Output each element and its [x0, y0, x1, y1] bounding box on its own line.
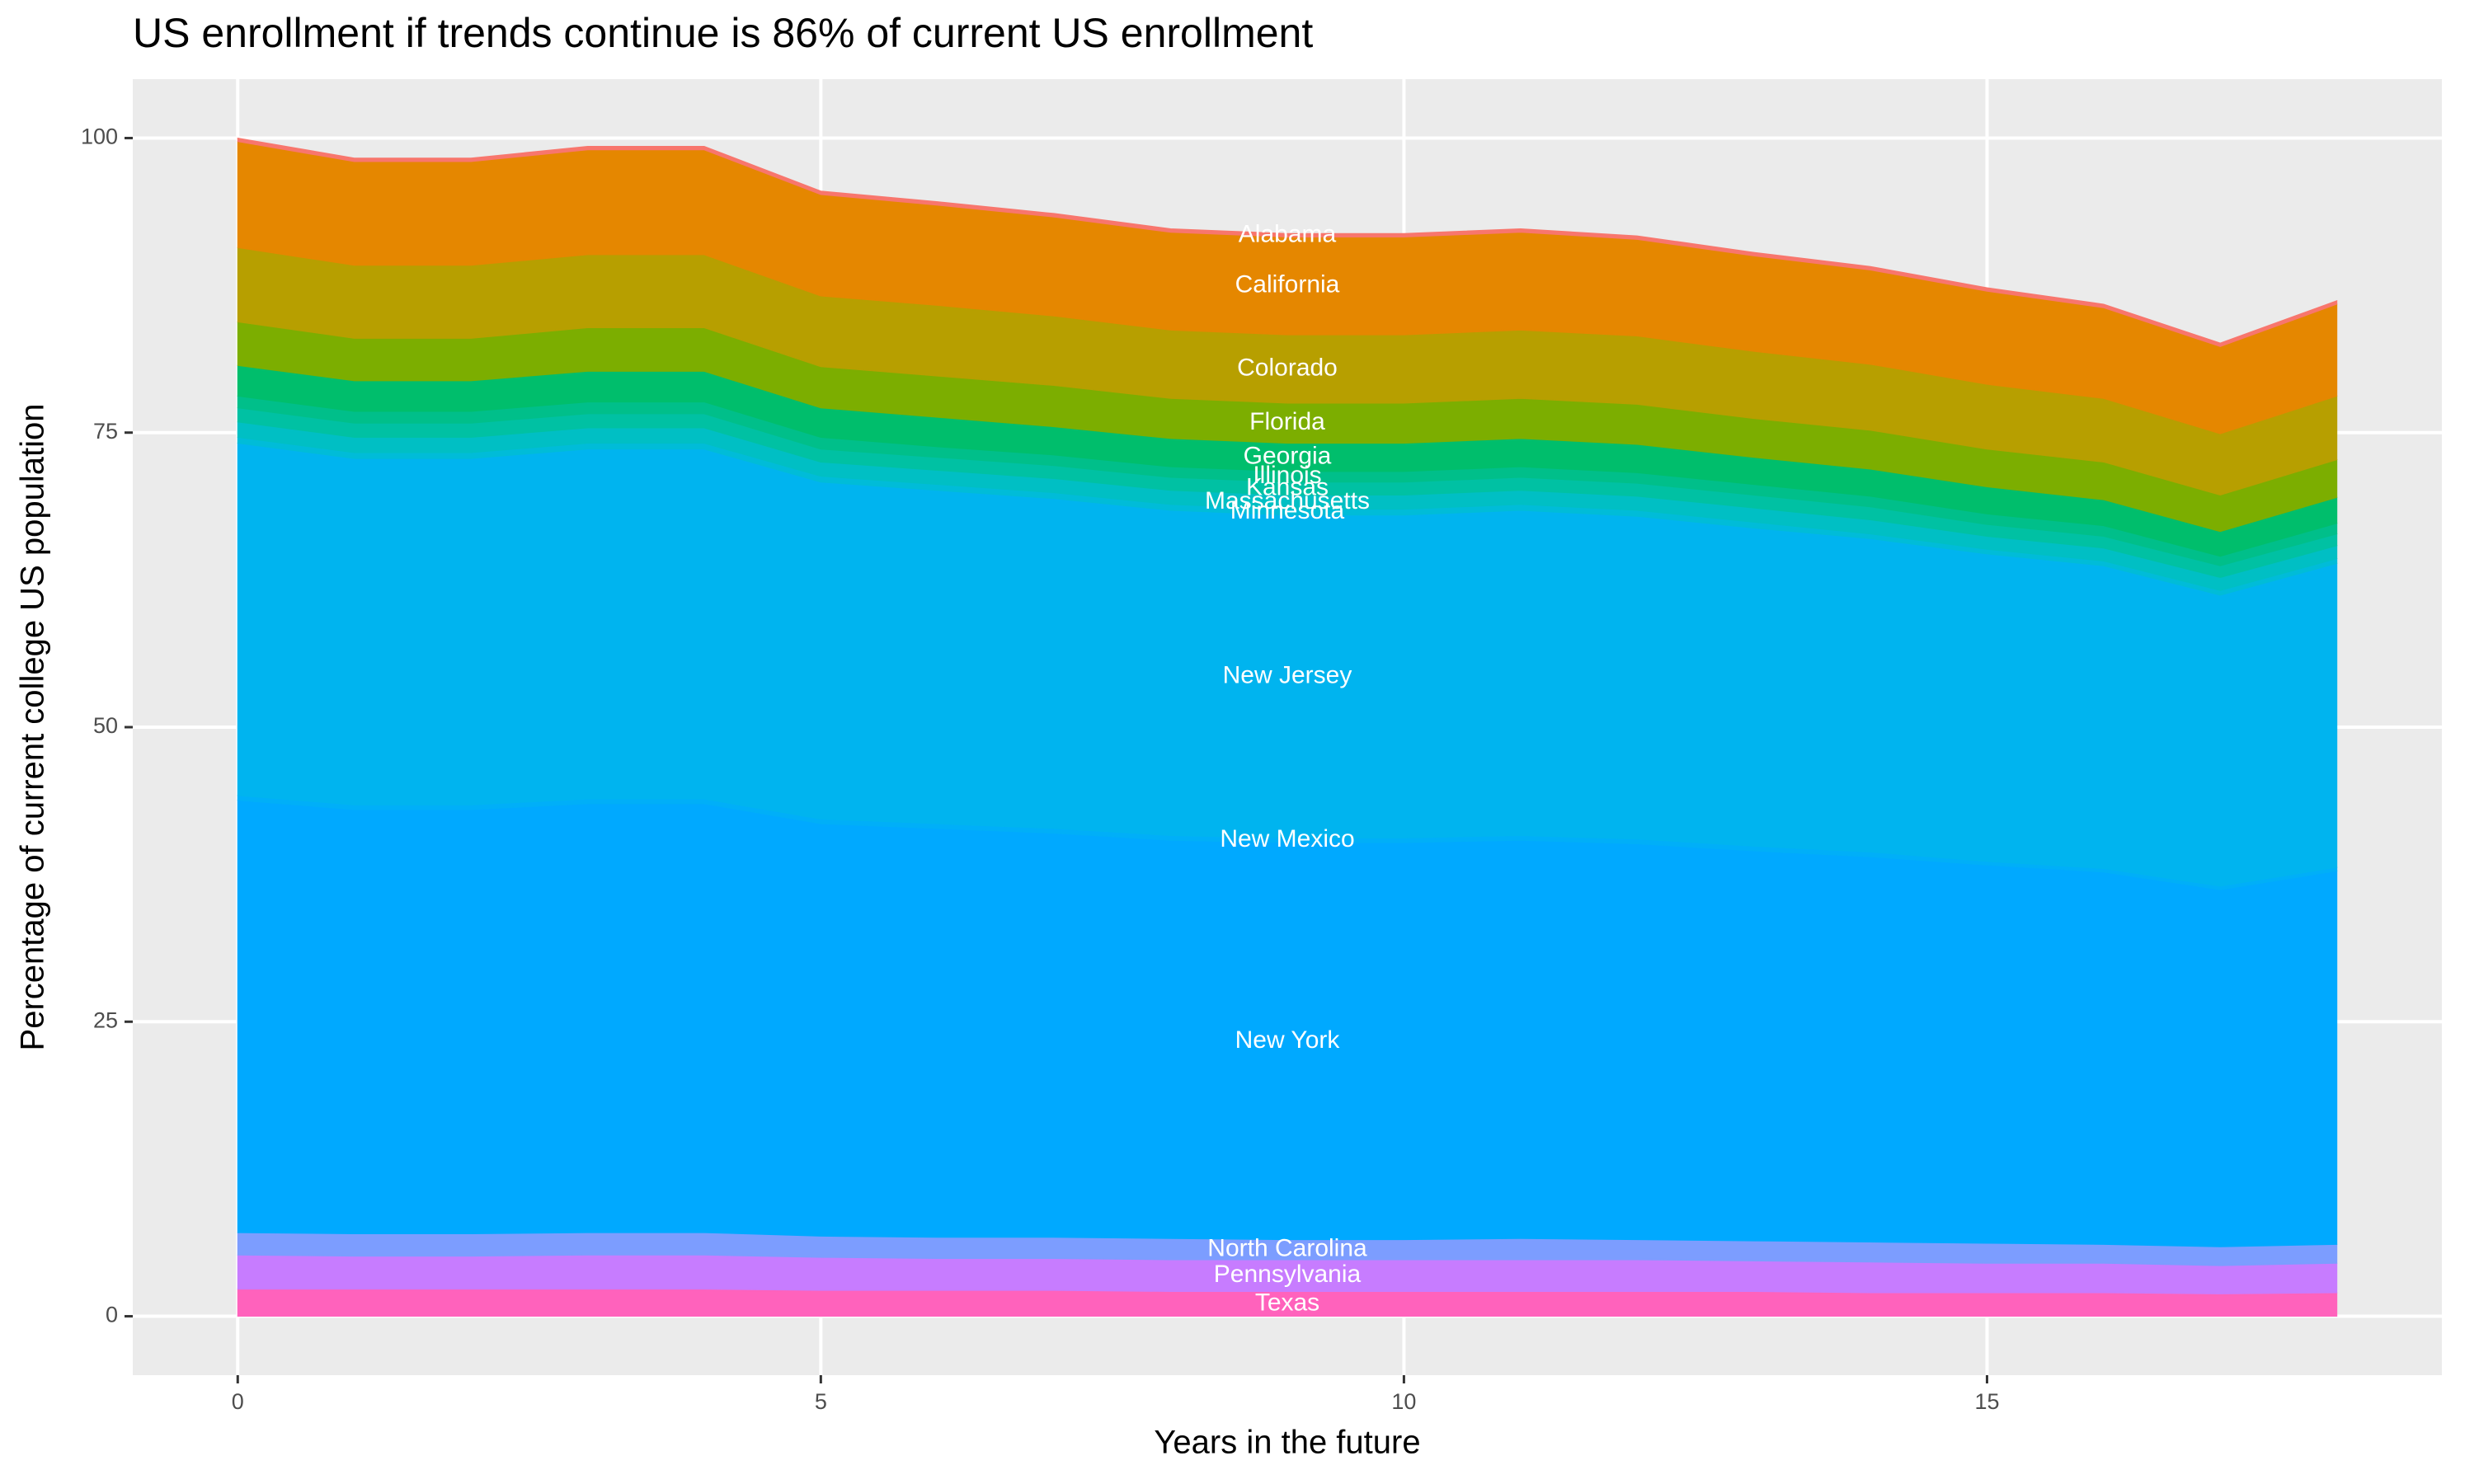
- y-axis-title: Percentage of current college US populat…: [15, 404, 51, 1051]
- series-label: New York: [1235, 1026, 1341, 1054]
- series-label: Texas: [1255, 1289, 1319, 1316]
- series-label: Minnesota: [1230, 497, 1345, 524]
- series-label: Alabama: [1239, 220, 1337, 247]
- x-tick-label: 0: [232, 1389, 244, 1414]
- x-tick-label: 10: [1391, 1389, 1416, 1414]
- y-tick-label: 100: [81, 124, 118, 149]
- area: [237, 137, 2338, 347]
- series-label: Colorado: [1237, 354, 1338, 381]
- x-tick-label: 5: [815, 1389, 827, 1414]
- series-label: New Jersey: [1223, 661, 1352, 688]
- series-label: Pennsylvania: [1214, 1261, 1362, 1288]
- y-tick-label: 25: [93, 1007, 118, 1032]
- chart-title: US enrollment if trends continue is 86% …: [133, 10, 1313, 56]
- x-tick-label: 15: [1974, 1389, 1999, 1414]
- series-label: Illinois: [1253, 462, 1321, 489]
- series-label: North Carolina: [1207, 1235, 1367, 1262]
- series-label: Georgia: [1244, 443, 1332, 470]
- x-axis-title: Years in the future: [1154, 1425, 1420, 1461]
- y-tick-label: 0: [106, 1303, 118, 1327]
- y-tick-label: 75: [93, 419, 118, 444]
- series-label: Kansas: [1246, 474, 1329, 501]
- series-label: California: [1235, 271, 1340, 298]
- series-label: New Mexico: [1220, 825, 1354, 852]
- y-tick-label: 50: [93, 713, 118, 738]
- series-label: Massachusetts: [1205, 487, 1370, 514]
- series-label: Florida: [1249, 408, 1325, 435]
